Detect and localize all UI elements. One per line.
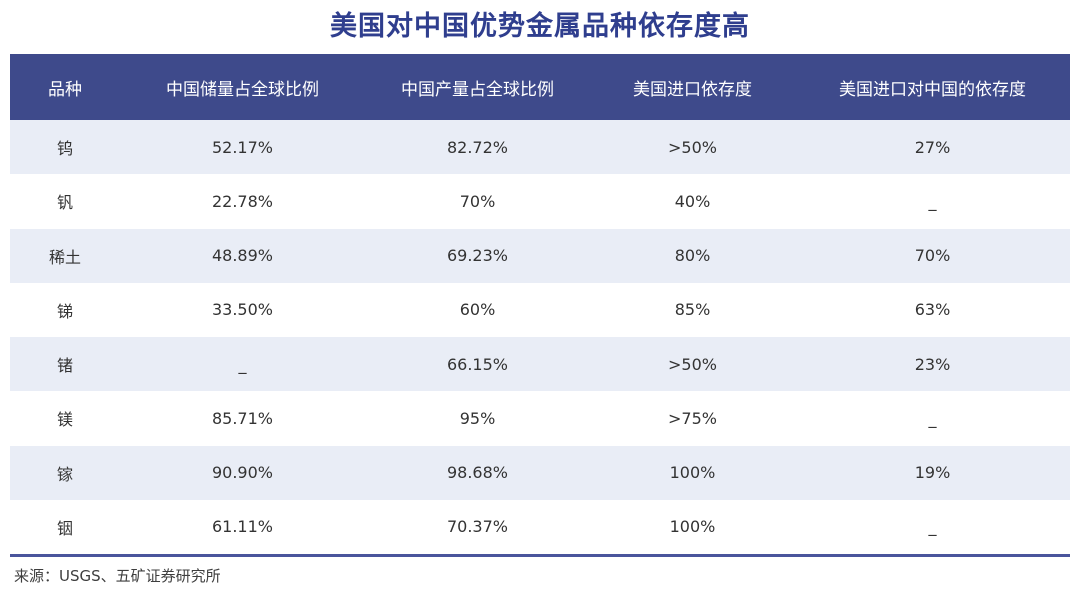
value-cell: >50% <box>668 137 717 157</box>
table-row: 锗 _ 66.15% >50% 23% <box>10 337 1070 392</box>
value-cell: 23% <box>914 354 951 374</box>
metal-name-cell: 镁 <box>56 410 73 430</box>
value-cell: >50% <box>668 354 717 374</box>
table-row: 镓 90.90% 98.68% 100% 19% <box>10 445 1070 500</box>
value-cell: 70% <box>459 191 496 211</box>
metal-name-cell: 钨 <box>56 139 73 159</box>
table-row: 镁 85.71% 95% >75% _ <box>10 391 1070 446</box>
table-row: 稀土 48.89% 69.23% 80% 70% <box>10 228 1070 283</box>
metals-dependency-table: 品种 中国储量占全球比例 中国产量占全球比例 美国进口依存度 美国进口对中国的依存度 钨… <box>10 54 1070 557</box>
value-cell: _ <box>928 191 937 211</box>
metal-name-cell: 钒 <box>56 193 73 213</box>
value-cell: _ <box>238 354 247 374</box>
metal-name-cell: 锑 <box>56 301 73 321</box>
value-cell: 90.90% <box>211 463 273 483</box>
source-note: 来源：USGS、五矿证券研究所 <box>14 567 221 585</box>
column-header: 美国进口依存度 <box>633 79 752 100</box>
value-cell: 69.23% <box>446 246 508 266</box>
value-cell: _ <box>928 517 937 537</box>
value-cell: 33.50% <box>211 300 273 320</box>
value-cell: 100% <box>669 517 716 537</box>
metal-name-cell: 镓 <box>56 464 73 484</box>
value-cell: 22.78% <box>211 191 273 211</box>
column-header: 品种 <box>48 79 82 100</box>
table-row: 铟 61.11% 70.37% 100% _ <box>10 499 1070 554</box>
table-row: 钨 52.17% 82.72% >50% 27% <box>10 120 1070 175</box>
value-cell: >75% <box>668 408 717 428</box>
metal-name-cell: 锗 <box>56 356 73 376</box>
table-row: 锑 33.50% 60% 85% 63% <box>10 282 1070 337</box>
value-cell: 61.11% <box>211 517 273 537</box>
value-cell: 40% <box>674 191 711 211</box>
column-header: 中国产量占全球比例 <box>401 79 554 100</box>
value-cell: 85.71% <box>211 408 273 428</box>
table-row: 钒 22.78% 70% 40% _ <box>10 174 1070 229</box>
value-cell: 66.15% <box>446 354 508 374</box>
value-cell: 60% <box>459 300 496 320</box>
value-cell: 100% <box>669 463 716 483</box>
value-cell: 70% <box>914 246 951 266</box>
column-header: 美国进口对中国的依存度 <box>839 79 1026 100</box>
column-header: 中国储量占全球比例 <box>166 79 319 100</box>
value-cell: 85% <box>674 300 711 320</box>
value-cell: 98.68% <box>446 463 508 483</box>
value-cell: 52.17% <box>211 137 273 157</box>
metal-name-cell: 稀土 <box>48 247 81 267</box>
value-cell: 27% <box>914 137 951 157</box>
value-cell: 95% <box>459 408 496 428</box>
table-title: 美国对中国优势金属品种依存度高 <box>330 11 750 42</box>
table-header-row: 品种 中国储量占全球比例 中国产量占全球比例 美国进口依存度 美国进口对中国的依存度 <box>10 54 1070 120</box>
value-cell: 48.89% <box>211 246 273 266</box>
table-body: 钨 52.17% 82.72% >50% 27% 钒 22.78% 70% 40% _ 稀土 48.8… <box>10 120 1070 554</box>
value-cell: 82.72% <box>446 137 508 157</box>
value-cell: _ <box>928 408 937 428</box>
value-cell: 80% <box>674 246 711 266</box>
value-cell: 70.37% <box>446 517 508 537</box>
value-cell: 63% <box>914 300 951 320</box>
value-cell: 19% <box>914 463 951 483</box>
metal-name-cell: 铟 <box>56 518 73 538</box>
